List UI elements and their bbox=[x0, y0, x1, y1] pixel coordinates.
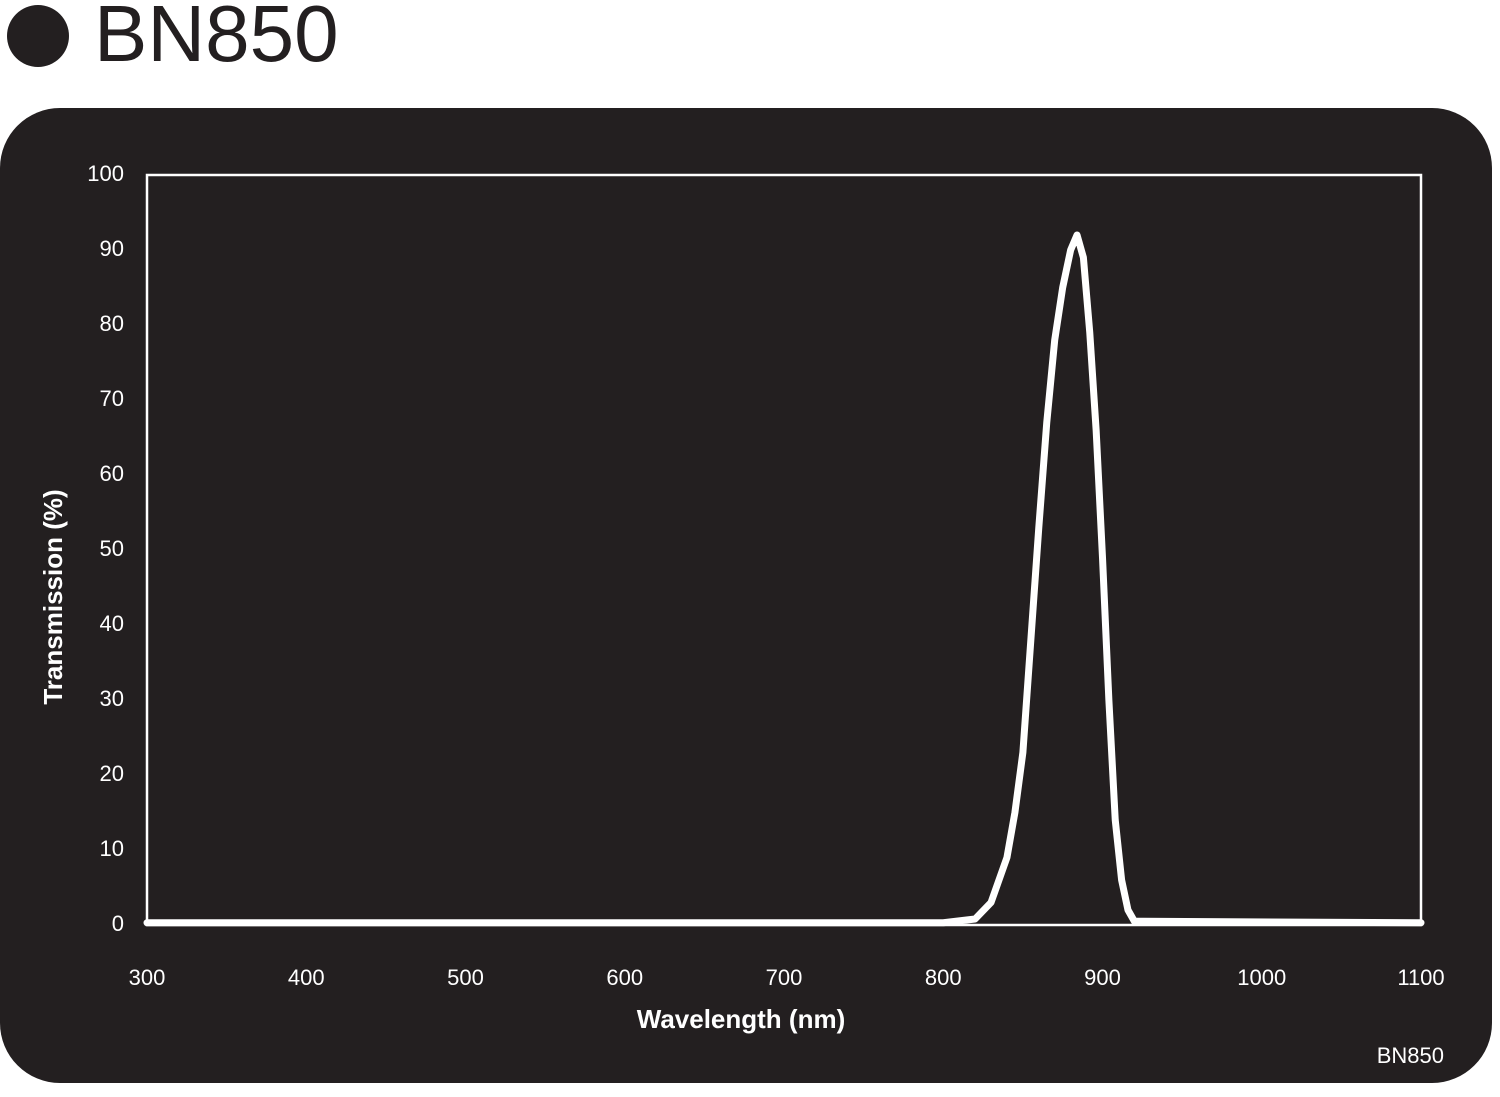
plot-panel bbox=[0, 108, 1492, 1083]
y-tick-label: 10 bbox=[100, 836, 124, 861]
y-tick-label: 20 bbox=[100, 761, 124, 786]
y-tick-label: 90 bbox=[100, 236, 124, 261]
title-bullet bbox=[7, 5, 69, 67]
y-tick-label: 60 bbox=[100, 461, 124, 486]
x-tick-label: 300 bbox=[129, 965, 166, 990]
x-tick-label: 600 bbox=[606, 965, 643, 990]
x-tick-label: 400 bbox=[288, 965, 325, 990]
x-tick-label: 700 bbox=[766, 965, 803, 990]
x-tick-label: 900 bbox=[1084, 965, 1121, 990]
x-tick-label: 1000 bbox=[1237, 965, 1286, 990]
y-tick-label: 40 bbox=[100, 611, 124, 636]
y-tick-label: 80 bbox=[100, 311, 124, 336]
x-tick-label: 1100 bbox=[1397, 965, 1444, 990]
x-tick-label: 800 bbox=[925, 965, 962, 990]
chart-title: BN850 bbox=[94, 0, 339, 78]
y-tick-label: 100 bbox=[87, 161, 124, 186]
y-axis-label: Transmission (%) bbox=[38, 489, 68, 704]
x-axis-label: Wavelength (nm) bbox=[637, 1004, 845, 1034]
x-tick-label: 500 bbox=[447, 965, 484, 990]
data-line bbox=[143, 231, 1425, 927]
y-tick-label: 50 bbox=[100, 536, 124, 561]
y-tick-label: 70 bbox=[100, 386, 124, 411]
y-tick-label: 30 bbox=[100, 686, 124, 711]
corner-annotation: BN850 bbox=[1377, 1043, 1444, 1068]
y-tick-label: 0 bbox=[112, 911, 124, 936]
